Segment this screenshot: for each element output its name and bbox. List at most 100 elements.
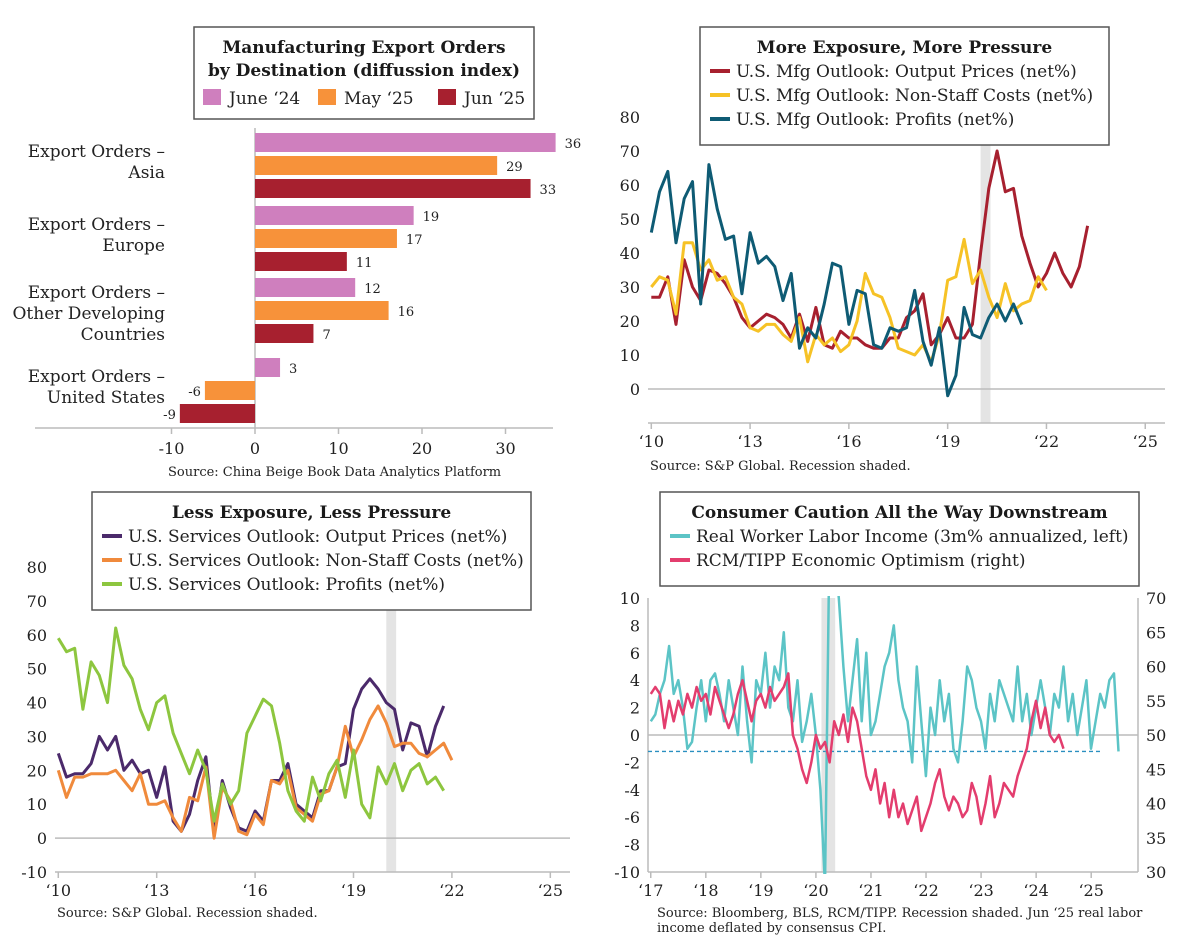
y-tick-label: 30: [27, 727, 47, 746]
y-tick-label: 60: [620, 176, 640, 195]
x-tick-label: ‘25: [538, 881, 563, 900]
data-label: 3: [289, 362, 297, 377]
category-label: United States: [47, 388, 165, 408]
data-label: 19: [423, 210, 440, 225]
y-tick-label: 40: [620, 244, 640, 263]
legend-label: Jun ‘25: [462, 89, 525, 109]
legend-label: U.S. Mfg Outlook: Non-Staff Costs (net%): [736, 86, 1093, 106]
x-tick-label: ‘24: [1023, 881, 1048, 900]
x-tick-label: ‘19: [748, 881, 773, 900]
bar: [255, 229, 397, 248]
y-tick-label: -2: [624, 753, 640, 772]
y-right-tick-label: 65: [1146, 623, 1166, 642]
x-tick-label: 30: [495, 439, 515, 458]
x-tick-label: 20: [412, 439, 432, 458]
bar: [255, 301, 389, 320]
bar: [204, 381, 255, 400]
data-label: -6: [188, 385, 201, 400]
x-tick-label: ‘20: [803, 881, 828, 900]
legend-label: RCM/TIPP Economic Optimism (right): [696, 551, 1026, 571]
y-tick-label: 50: [27, 660, 47, 679]
data-label: 12: [364, 282, 381, 297]
y-tick-label: -10: [614, 863, 640, 882]
x-tick-label: ‘13: [144, 881, 169, 900]
bar: [255, 206, 414, 225]
chart-title: Consumer Caution All the Way Downstream: [691, 503, 1107, 523]
chart-title: Manufacturing Export Orders: [222, 38, 505, 58]
bar: [255, 156, 498, 175]
y-tick-label: 30: [620, 278, 640, 297]
series-line: [650, 237, 1048, 364]
x-tick-label: ‘13: [737, 432, 762, 451]
y-right-tick-label: 50: [1146, 726, 1166, 745]
series-line: [56, 704, 454, 840]
chart-consumer-caution: ‘17 ‘18 ‘19 ‘20 ‘21 ‘22 ‘23 ‘24 ‘25 -10 -8 -6 -4 -2 0 2…: [614, 491, 1166, 936]
legend-swatch: [203, 89, 221, 105]
y-tick-label: 0: [630, 380, 640, 399]
x-tick-label: ‘25: [1078, 881, 1103, 900]
category-label: Countries: [81, 325, 165, 345]
source-note: Source: China Beige Book Data Analytics …: [168, 465, 501, 480]
x-tick-label: ‘22: [913, 881, 938, 900]
source-note: income deflated by consensus CPI.: [657, 921, 886, 936]
y-tick-label: 2: [630, 699, 640, 718]
x-tick-label: ‘21: [858, 881, 883, 900]
legend-label: Real Worker Labor Income (3m% annualized…: [696, 527, 1129, 547]
data-label: 33: [540, 183, 557, 198]
x-tick-label: ‘16: [242, 881, 267, 900]
y-tick-label: -4: [624, 781, 640, 800]
y-tick-label: -10: [21, 863, 47, 882]
legend-box: [193, 26, 535, 120]
y-tick-label: 6: [630, 644, 640, 663]
category-label: Other Developing: [13, 304, 166, 324]
series-line: [649, 163, 1024, 398]
bar: [255, 179, 531, 198]
legend-box: [659, 491, 1140, 587]
x-tick-label: 0: [250, 439, 260, 458]
x-tick-label: ‘19: [341, 881, 366, 900]
y-tick-label: 50: [620, 210, 640, 229]
y-tick-label: 20: [620, 312, 640, 331]
legend-label: U.S. Mfg Outlook: Output Prices (net%): [736, 62, 1077, 82]
x-tick-label: ‘22: [1034, 432, 1059, 451]
chart-title: Less Exposure, Less Pressure: [172, 503, 452, 523]
data-label: 16: [398, 305, 415, 320]
chart-mfg-outlook: ‘10 ‘13 ‘16 ‘19 ‘22 ‘25 0 10 20 30 40 50 60 70 80 More …: [620, 26, 1165, 474]
y-tick-label: 70: [620, 142, 640, 161]
legend-label: U.S. Services Outlook: Output Prices (ne…: [128, 527, 507, 547]
source-note: Source: S&P Global. Recession shaded.: [57, 906, 318, 921]
data-label: 11: [356, 256, 373, 271]
category-label: Export Orders –: [28, 142, 165, 162]
y-right-tick-label: 45: [1146, 760, 1166, 779]
category-label: Export Orders –: [28, 367, 165, 387]
y-tick-label: 0: [630, 726, 640, 745]
y-tick-label: 70: [27, 592, 47, 611]
legend-label: U.S. Services Outlook: Profits (net%): [128, 575, 445, 595]
bar: [179, 404, 255, 423]
data-label: 29: [506, 160, 523, 175]
chart-title: by Destination (diffussion index): [208, 61, 520, 81]
x-tick-label: ‘10: [639, 432, 664, 451]
y-right-tick-label: 35: [1146, 829, 1166, 848]
data-label: 17: [406, 233, 423, 248]
y-tick-label: 10: [27, 795, 47, 814]
data-label: 7: [322, 328, 330, 343]
series-line: [649, 596, 1120, 874]
series-line: [649, 672, 1065, 833]
category-label: Asia: [127, 163, 165, 183]
recession-band: [386, 567, 397, 872]
y-tick-label: 10: [620, 346, 640, 365]
y-tick-label: 80: [620, 108, 640, 127]
bar: [255, 252, 347, 271]
category-label: Export Orders –: [28, 283, 165, 303]
legend-box: [699, 26, 1110, 146]
y-right-tick-label: 30: [1146, 863, 1166, 882]
data-label: -9: [163, 408, 176, 423]
y-tick-label: 4: [630, 671, 640, 690]
x-tick-label: ‘18: [693, 881, 718, 900]
y-right-tick-label: 40: [1146, 795, 1166, 814]
series-line: [651, 149, 1090, 350]
legend-label: U.S. Mfg Outlook: Profits (net%): [736, 110, 1014, 130]
